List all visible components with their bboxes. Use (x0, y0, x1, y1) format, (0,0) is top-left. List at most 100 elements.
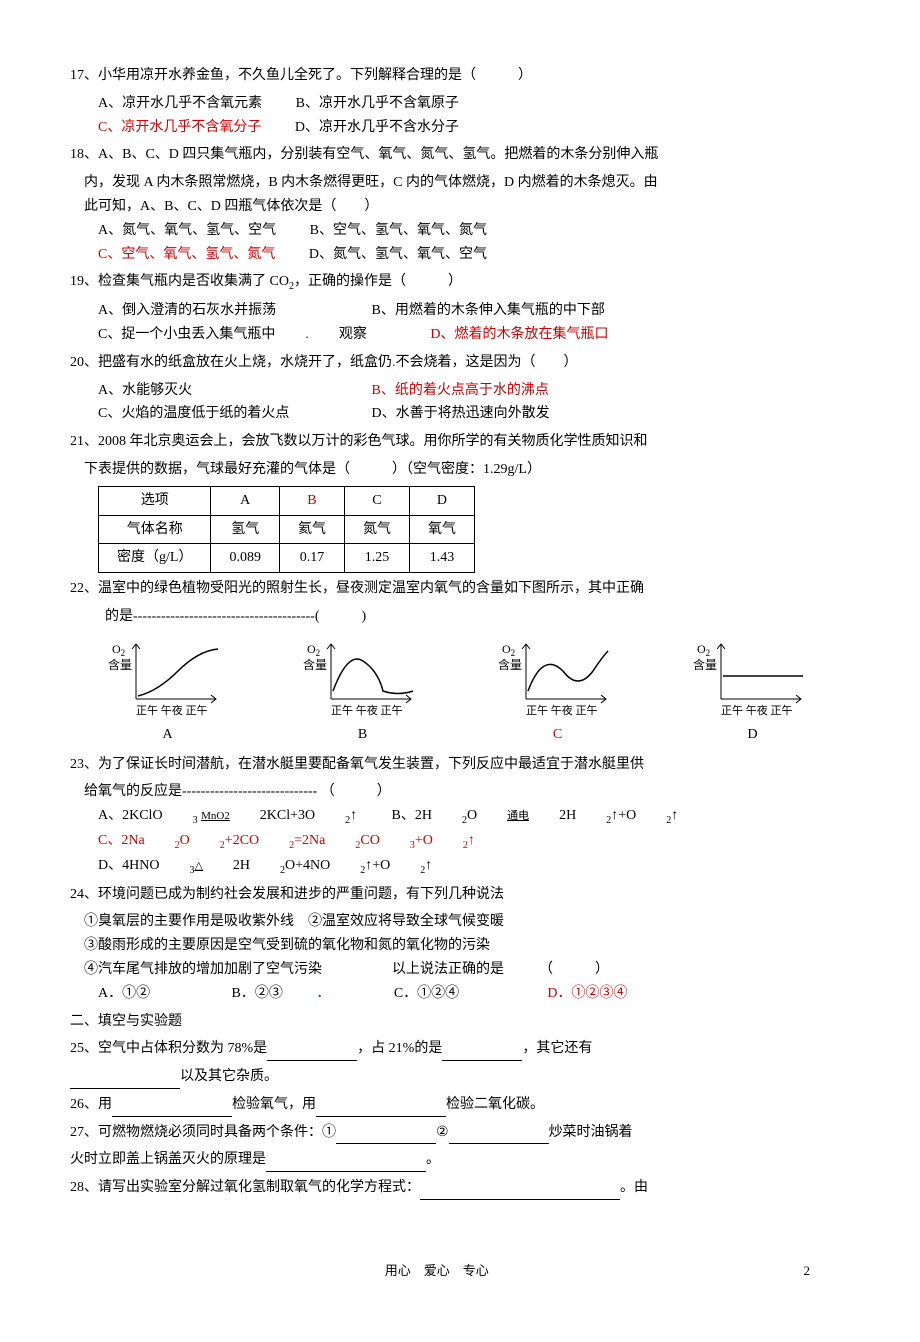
svg-text:O2: O2 (307, 642, 320, 658)
svg-text:含量: 含量 (498, 657, 522, 672)
q20-opts-cd: C、火焰的温度低于纸的着火点 D、水善于将热迅速向外散发 (70, 402, 850, 426)
q17-opt-b: B、凉开水几乎不含氧原子 (296, 92, 459, 116)
svg-text:O2: O2 (112, 642, 125, 658)
chart-svg: O2 含量 正午 午夜 正午 (498, 639, 618, 719)
q19-stem-pre: 19、检查集气瓶内是否收集满了 CO (70, 274, 289, 289)
q22-label-a: A (108, 723, 228, 747)
q25-l2: 以及其它杂质。 (70, 1065, 850, 1089)
q17-opt-a: A、凉开水几乎不含氧元素 (98, 92, 262, 116)
q21-table: 选项 A B C D 气体名称 氢气 氦气 氮气 氧气 密度（g/L） 0.08… (98, 486, 475, 573)
q21-n3: 氮气 (344, 515, 409, 544)
q21-h0: 选项 (99, 486, 211, 515)
q22-label-c: C (498, 723, 618, 747)
q24-l1: 24、环境问题已成为制约社会发展和进步的严重问题，有下列几种说法 (70, 883, 850, 907)
q17-options: A、凉开水几乎不含氧元素 B、凉开水几乎不含氧原子 (70, 92, 850, 116)
q18-opt-c: C、空气、氧气、氢气、氮气 (98, 243, 275, 267)
q27-l2-post: 。 (426, 1152, 440, 1167)
q20-opt-a: A、水能够灭火 (98, 379, 338, 403)
q21-d0: 密度（g/L） (99, 544, 211, 573)
q22-chart-d: O2 含量 正午 午夜 正午 D (693, 639, 813, 747)
q21-n4: 氧气 (409, 515, 474, 544)
q19-opt-b: B、用燃着的木条伸入集气瓶的中下部 (372, 299, 605, 323)
q19-opt-a: A、倒入澄清的石灰水并振荡 (98, 299, 338, 323)
q27-blank2[interactable] (449, 1128, 549, 1144)
q20-opt-b: B、纸的着火点高于水的沸点 (372, 379, 549, 403)
table-row: 密度（g/L） 0.089 0.17 1.25 1.43 (99, 544, 475, 573)
svg-text:含量: 含量 (693, 657, 717, 672)
svg-text:含量: 含量 (108, 657, 132, 672)
svg-text:含量: 含量 (303, 657, 327, 672)
svg-text:正午 午夜 正午: 正午 午夜 正午 (331, 703, 403, 717)
svg-text:O2: O2 (697, 642, 710, 658)
q18-opts-ab: A、氮气、氧气、氢气、空气 B、空气、氢气、氧气、氮气 (70, 219, 850, 243)
q25-tail: 以及其它杂质。 (180, 1069, 278, 1084)
q20-opt-d: D、水善于将热迅速向外散发 (372, 402, 550, 426)
q28-post: 。由 (620, 1180, 648, 1195)
q25: 25、空气中占体积分数为 78%是，占 21%的是，其它还有 (70, 1037, 850, 1061)
q24-opt-c: C．①②④ (394, 982, 514, 1006)
q23-l1: 23、为了保证长时间潜航，在潜水艇里要配备氧气发生装置，下列反应中最适宜于潜水艇… (70, 753, 850, 777)
q21-d2: 0.17 (279, 544, 344, 573)
q21-l1: 21、2008 年北京奥运会上，会放飞数以万计的彩色气球。用你所学的有关物质化学… (70, 430, 850, 454)
q20-stem-pre: 20、把盛有水的纸盒放在火上烧，水烧开了，纸盒仍 (70, 355, 392, 370)
q27-mid: ② (436, 1125, 449, 1140)
chart-svg: O2 含量 正午 午夜 正午 (303, 639, 423, 719)
q21-d1: 0.089 (211, 544, 280, 573)
q20-stem: 20、把盛有水的纸盒放在火上烧，水烧开了，纸盒仍.不会烧着，这是因为（ ） (70, 351, 850, 375)
q21-d3: 1.25 (344, 544, 409, 573)
q20-opts-ab: A、水能够灭火 B、纸的着火点高于水的沸点 (70, 379, 850, 403)
q27-blank3[interactable] (266, 1156, 426, 1172)
q27-l2-pre: 火时立即盖上锅盖灭火的原理是 (70, 1152, 266, 1167)
q19-opts-ab: A、倒入澄清的石灰水并振荡 B、用燃着的木条伸入集气瓶的中下部 (70, 299, 850, 323)
q24-l3: ③酸雨形成的主要原因是空气受到硫的氧化物和氮的氧化物的污染 (70, 934, 850, 958)
q23-opt-b: B、2H2O 通电 2H2↑+O2↑ (392, 804, 679, 829)
q23-opt-a: A、2KClO3 MnO22KCl+3O2↑ (98, 804, 358, 829)
svg-text:正午 午夜 正午: 正午 午夜 正午 (721, 703, 793, 717)
q27-blank1[interactable] (336, 1128, 436, 1144)
chart-svg: O2 含量 正午 午夜 正午 (693, 639, 813, 719)
q22-label-d: D (693, 723, 813, 747)
q25-blank3[interactable] (70, 1073, 180, 1089)
q28-blank1[interactable] (420, 1184, 620, 1200)
q26-mid: 检验氧气，用 (232, 1097, 316, 1112)
q24-opt-a: A．①② (98, 982, 198, 1006)
q17-options-2: C、凉开水几乎不含氧分子 D、凉开水几乎不含水分子 (70, 116, 850, 140)
q23-opts-ab: A、2KClO3 MnO22KCl+3O2↑ B、2H2O 通电 2H2↑+O2… (70, 804, 850, 829)
q25-post: ，其它还有 (522, 1041, 592, 1056)
q17-stem: 17、小华用凉开水养金鱼，不久鱼儿全死了。下列解释合理的是（ ） (70, 64, 850, 88)
q19-opts-cd: C、捉一个小虫丢入集气瓶中.观察 D、燃着的木条放在集气瓶口 (70, 323, 850, 347)
q24-opts: A．①② B．②③ ． C．①②④ D．①②③④ (70, 982, 850, 1006)
svg-text:正午 午夜 正午: 正午 午夜 正午 (136, 703, 208, 717)
q18-opts-cd: C、空气、氧气、氢气、氮气 D、氮气、氢气、氧气、空气 (70, 243, 850, 267)
q18-l3: 此可知，A、B、C、D 四瓶气体依次是（ ） (70, 195, 850, 219)
chart-svg: O2 含量 正午 午夜 正午 (108, 639, 228, 719)
q23-opts-cd: C、2Na2O2+2CO2=2Na2CO3+O2↑ D、4HNO3△2H2O+4… (70, 829, 850, 879)
q21-h4: D (409, 486, 474, 515)
q19-opt-d: D、燃着的木条放在集气瓶口 (430, 323, 608, 347)
q22-chart-a: O2 含量 正午 午夜 正午 A (108, 639, 228, 747)
q27-post: 炒菜时油锅着 (549, 1125, 633, 1140)
q20-opt-c: C、火焰的温度低于纸的着火点 (98, 402, 338, 426)
q20-stem-post: 不会烧着，这是因为（ ） (396, 355, 578, 370)
q17-opt-c: C、凉开水几乎不含氧分子 (98, 116, 261, 140)
q19-stem: 19、检查集气瓶内是否收集满了 CO2，正确的操作是（ ） (70, 270, 850, 295)
q24-opt-b: B．②③ ． (232, 982, 361, 1006)
q24-l2: ①臭氧层的主要作用是吸收紫外线 ②温室效应将导致全球气候变暖 (70, 910, 850, 934)
footer-text: 用心 爱心 专心 (385, 1263, 489, 1278)
q26-blank1[interactable] (112, 1100, 232, 1116)
q21-n1: 氢气 (211, 515, 280, 544)
q25-pre: 25、空气中占体积分数为 78%是 (70, 1041, 267, 1056)
q22-l1: 22、温室中的绿色植物受阳光的照射生长，昼夜测定温室内氧气的含量如下图所示，其中… (70, 577, 850, 601)
q23-l2: 给氧气的反应是----------------------------- （ ） (70, 780, 850, 804)
table-row: 气体名称 氢气 氦气 氮气 氧气 (99, 515, 475, 544)
q21-h1: A (211, 486, 280, 515)
q26-blank2[interactable] (316, 1100, 446, 1116)
q27-pre: 27、可燃物燃烧必须同时具备两个条件：① (70, 1125, 336, 1140)
q22-chart-c: O2 含量 正午 午夜 正午 C (498, 639, 618, 747)
q18-l1: 18、A、B、C、D 四只集气瓶内，分别装有空气、氧气、氮气、氢气。把燃着的木条… (70, 143, 850, 167)
q25-blank1[interactable] (267, 1045, 357, 1061)
q21-n2: 氦气 (279, 515, 344, 544)
q24-l4: ④汽车尾气排放的增加加剧了空气污染 以上说法正确的是 （ ） (70, 958, 850, 982)
q28-pre: 28、请写出实验室分解过氧化氢制取氧气的化学方程式： (70, 1180, 420, 1195)
q25-blank2[interactable] (442, 1045, 522, 1061)
